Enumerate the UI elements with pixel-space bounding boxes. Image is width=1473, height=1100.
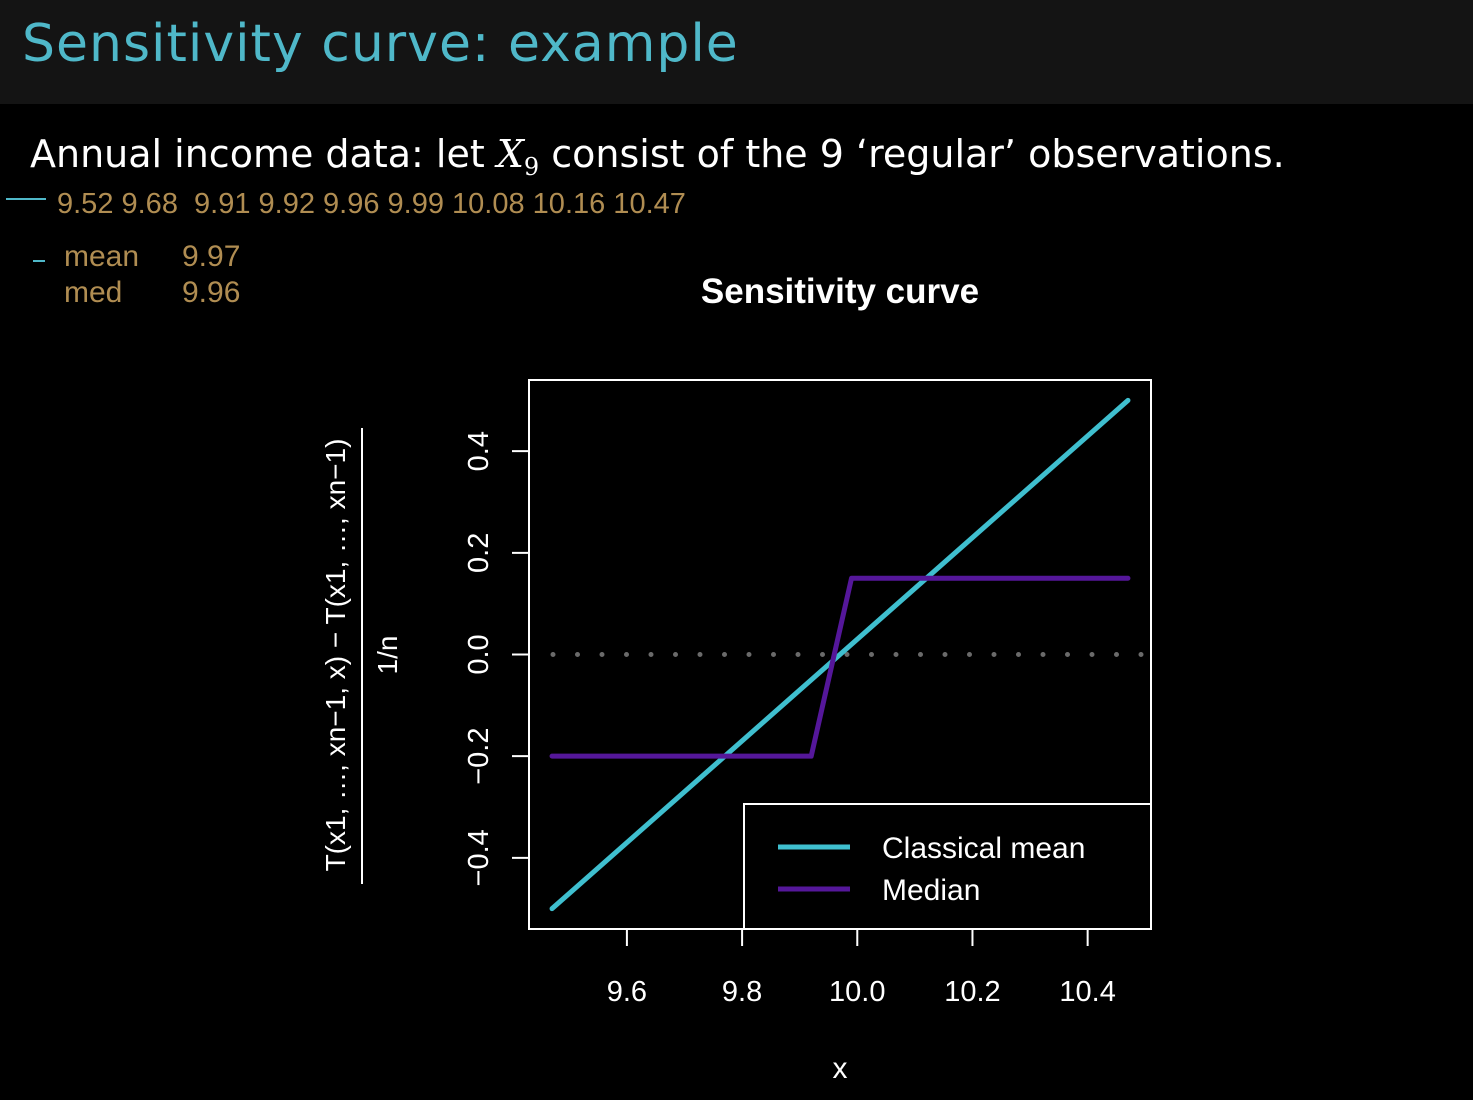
stat-value: 9.97	[182, 240, 241, 273]
y-axis-label: T(x1, …, xn−1, x) − T(x1, …, xn−1) 1/n	[320, 428, 403, 884]
x-tick-label: 10.2	[944, 976, 1000, 1008]
intro-math-variable: X	[496, 132, 524, 176]
legend-box	[743, 803, 1152, 930]
x-axis-label: x	[833, 1052, 848, 1085]
series-layer	[549, 397, 1131, 912]
stat-label: mean	[64, 240, 140, 273]
stat-row-median: med 9.96	[64, 276, 240, 310]
slide-title: Sensitivity curve: example	[22, 14, 739, 74]
annotation-mark	[6, 198, 46, 200]
x-tick-label: 9.8	[722, 976, 762, 1008]
chart-title: Sensitivity curve	[701, 272, 979, 311]
title-bar: Sensitivity curve: example	[0, 0, 1473, 104]
y-tick-label: 0.2	[463, 533, 495, 573]
x-tick-label: 10.4	[1059, 976, 1115, 1008]
y-axis-label-denominator: 1/n	[372, 636, 403, 675]
annotation-mark	[33, 260, 45, 262]
y-tick-label: −0.4	[463, 829, 495, 886]
y-tick-label: 0.0	[463, 634, 495, 674]
series-line-classical-mean	[549, 397, 1131, 912]
intro-suffix: consist of the 9 ‘regular’ observations.	[539, 132, 1285, 176]
intro-math-subscript: 9	[523, 153, 540, 181]
legend-label: Classical mean	[882, 832, 1085, 865]
y-axis-label-numerator: T(x1, …, xn−1, x) − T(x1, …, xn−1)	[320, 439, 351, 872]
series-line-median	[549, 575, 1131, 759]
x-tick-label: 9.6	[607, 976, 647, 1008]
y-tick-label: 0.4	[463, 431, 495, 471]
axis-layer: 9.6 9.8 10.0 10.2 10.4 −0.4 −0.2 0.0 0.2 0.4	[463, 431, 1116, 1008]
legend: Classical mean Median	[743, 803, 1152, 930]
stat-row-mean: mean 9.97	[64, 240, 240, 274]
y-tick-label: −0.2	[463, 728, 495, 785]
data-values: 9.52 9.68 9.91 9.92 9.96 9.99 10.08 10.1…	[57, 188, 686, 220]
intro-text: Annual income data: let X9 consist of th…	[30, 132, 1285, 181]
legend-label: Median	[882, 874, 980, 907]
stat-label: med	[64, 276, 123, 309]
stat-value: 9.96	[182, 276, 241, 309]
x-tick-label: 10.0	[829, 976, 885, 1008]
intro-prefix: Annual income data: let	[30, 132, 497, 176]
